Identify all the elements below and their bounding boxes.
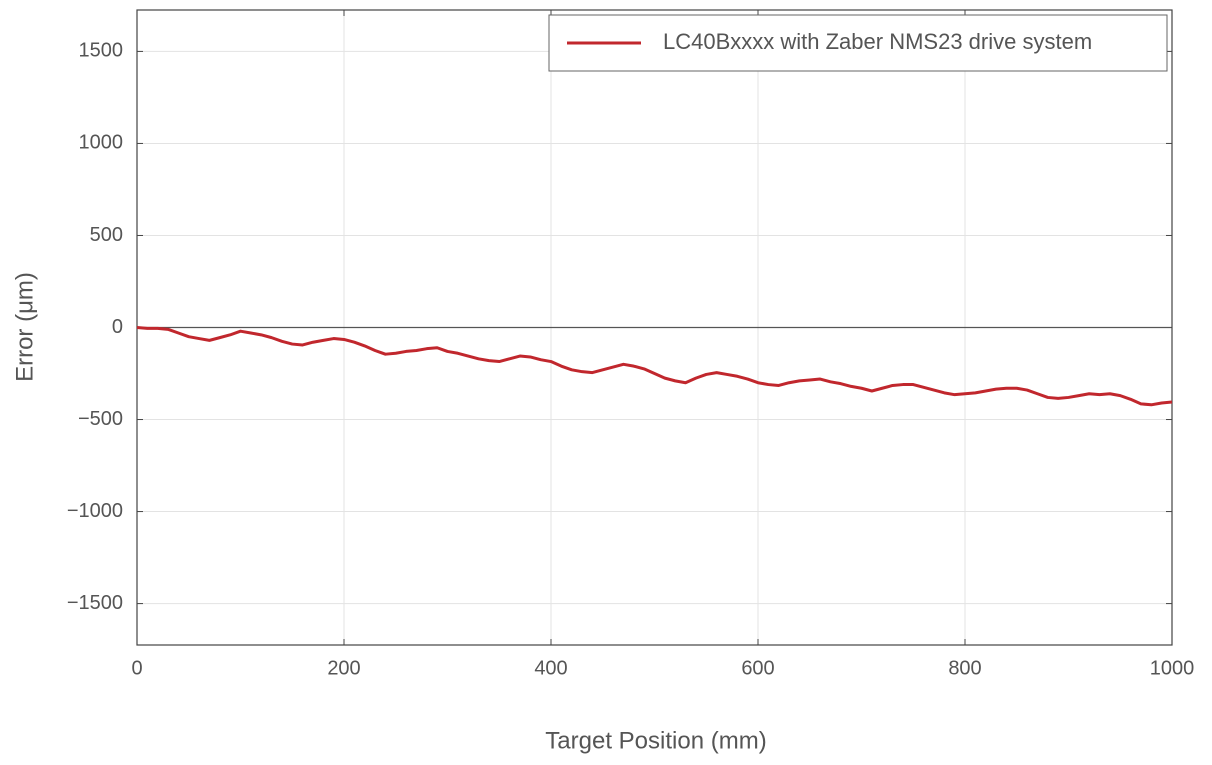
x-tick-label: 800 — [948, 657, 981, 679]
legend-box — [548, 14, 1168, 72]
legend-label: LC40Bxxxx with Zaber NMS23 drive system — [663, 29, 1092, 54]
y-tick-label: −1000 — [67, 500, 123, 522]
x-axis-label: Target Position (mm) — [545, 727, 766, 754]
x-tick-label: 400 — [534, 657, 567, 679]
y-tick-label: 1000 — [79, 132, 124, 154]
x-tick-label: 600 — [741, 657, 774, 679]
y-axis-label: Error (μm) — [11, 272, 38, 382]
x-tick-label: 1000 — [1150, 657, 1195, 679]
y-tick-label: −1500 — [67, 592, 123, 614]
x-tick-label: 200 — [327, 657, 360, 679]
x-tick-label: 0 — [131, 657, 142, 679]
y-tick-label: −500 — [78, 408, 123, 430]
y-tick-label: 0 — [112, 316, 123, 338]
data-line — [136, 326, 1173, 407]
y-tick-label: 500 — [90, 224, 123, 246]
y-tick-label: 1500 — [79, 40, 124, 62]
